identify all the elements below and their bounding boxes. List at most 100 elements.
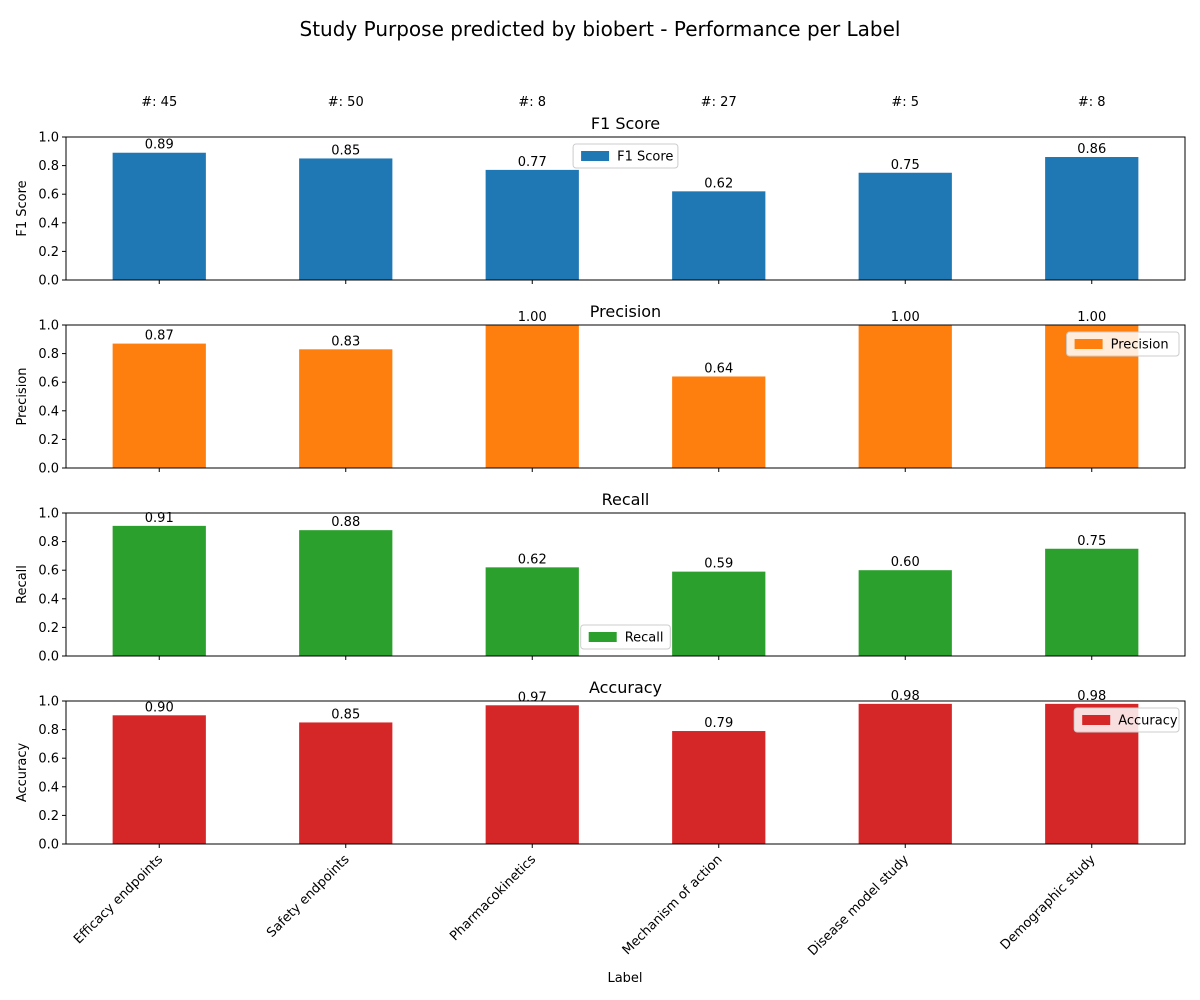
y-axis-title: Accuracy (15, 743, 30, 803)
y-tick-label: 1.0 (38, 695, 59, 710)
bar-value-label: 0.64 (704, 361, 733, 376)
axes-frame (65, 136, 1186, 281)
bar-value-label: 1.00 (891, 310, 920, 325)
panel-title: Accuracy (589, 678, 662, 697)
sample-counts: #: 45 #: 50 #: 8 #: 27 #: 5 #: 8 (141, 95, 1105, 110)
panels: 0.89 0.85 0.77 0.62 0.75 0.86 0.0 0.2 0.4 0.6 0.8 1… (15, 114, 1186, 959)
bar (672, 191, 766, 280)
legend-label: F1 Score (617, 150, 673, 165)
legend-label: Precision (1111, 338, 1169, 353)
x-tick-label: Pharmacokinetics (447, 852, 539, 944)
legend: Recall (580, 624, 671, 650)
y-tick-label: 0.6 (38, 564, 59, 579)
bar (672, 571, 766, 656)
y-tick-label: 0.6 (38, 188, 59, 203)
sample-count-label: #: 50 (328, 95, 364, 110)
legend-box (572, 143, 679, 169)
bar (672, 376, 766, 468)
y-tick-label: 0.4 (38, 592, 59, 607)
y-tick-label: 0.2 (38, 433, 59, 448)
panel-f1-score: 0.89 0.85 0.77 0.62 0.75 0.86 0.0 0.2 0.4 0.6 0.8 1… (15, 114, 1186, 289)
legend-swatch (588, 632, 617, 642)
bar-value-label: 0.79 (704, 716, 733, 731)
bar-value-label: 0.85 (331, 707, 360, 722)
y-tick-label: 0.0 (38, 838, 59, 853)
bar-value-label: 0.90 (145, 700, 174, 715)
legend-label: Recall (625, 631, 664, 646)
bar-value-label: 0.62 (518, 552, 547, 567)
y-tick-label: 0.8 (38, 347, 59, 362)
sample-count-label: #: 45 (141, 95, 177, 110)
y-tick-label: 0.4 (38, 216, 59, 231)
y-tick-label: 1.0 (38, 131, 59, 146)
bar (858, 703, 952, 844)
sample-count-label: #: 5 (891, 95, 919, 110)
bar (485, 705, 579, 844)
y-axis-title: Recall (15, 565, 30, 604)
y-axis-title: F1 Score (15, 180, 30, 236)
x-tick-label: Demographic study (998, 852, 1099, 953)
bar (1045, 157, 1139, 280)
y-tick-label: 0.6 (38, 376, 59, 391)
bar (299, 530, 393, 656)
legend-label: Accuracy (1118, 714, 1178, 729)
y-tick-label: 0.8 (38, 535, 59, 550)
bar-value-label: 0.89 (145, 138, 174, 153)
bar (672, 731, 766, 844)
bar (112, 715, 206, 844)
bar-value-label: 1.00 (1077, 310, 1106, 325)
legend: F1 Score (572, 143, 679, 169)
panel-accuracy: 0.90 0.85 0.97 0.79 0.98 0.98 0.0 0.2 0.4 0.6 0.8 1… (15, 678, 1186, 853)
legend-swatch (581, 151, 610, 161)
legend: Accuracy (1073, 707, 1180, 733)
legend-swatch (1074, 339, 1103, 349)
x-tick-label: Mechanism of action (620, 852, 726, 958)
bar (485, 325, 579, 468)
bar-value-label: 0.85 (331, 143, 360, 158)
bar (299, 158, 393, 280)
bar (112, 343, 206, 468)
bar-value-label: 0.98 (1077, 689, 1106, 704)
y-axis-title: Precision (15, 367, 30, 425)
bar-value-label: 0.77 (518, 155, 547, 170)
x-tick-labels: Efficacy endpoints Safety endpoints Pharma… (71, 852, 1099, 959)
bar (858, 172, 952, 280)
y-tick-label: 0.0 (38, 462, 59, 477)
y-tick-label: 0.2 (38, 621, 59, 636)
bar-value-label: 0.62 (704, 176, 733, 191)
panel-precision: 0.87 0.83 1.00 0.64 1.00 1.00 0.0 0.2 0.4 0.6 0.8 1… (15, 302, 1186, 477)
sample-count-label: #: 8 (1078, 95, 1106, 110)
bar (485, 567, 579, 656)
axes-frame (65, 700, 1186, 845)
legend-swatch (1082, 715, 1111, 725)
bar-value-label: 0.75 (1077, 534, 1106, 549)
bar-value-label: 0.88 (331, 515, 360, 530)
x-axis-title: Label (607, 971, 642, 986)
bar (858, 325, 952, 468)
bar-value-label: 0.83 (331, 334, 360, 349)
y-tick-label: 0.0 (38, 650, 59, 665)
legend-box (580, 624, 671, 650)
y-tick-label: 0.0 (38, 274, 59, 289)
bar-value-label: 0.59 (704, 557, 733, 572)
y-tick-label: 0.2 (38, 245, 59, 260)
x-tick-label: Disease model study (805, 852, 912, 959)
bar (112, 152, 206, 280)
chart-title: Study Purpose predicted by biobert - Per… (300, 17, 901, 41)
bar (112, 525, 206, 656)
y-tick-label: 1.0 (38, 319, 59, 334)
y-tick-label: 0.8 (38, 159, 59, 174)
axes-frame (65, 324, 1186, 469)
bar (299, 349, 393, 468)
panel-title: Precision (590, 302, 661, 321)
bar-value-label: 0.91 (145, 511, 174, 526)
y-tick-label: 0.6 (38, 752, 59, 767)
bar (299, 722, 393, 844)
panel-recall: 0.91 0.88 0.62 0.59 0.60 0.75 0.0 0.2 0.4 0.6 0.8 1… (15, 490, 1186, 665)
panel-title: F1 Score (591, 114, 660, 133)
sample-count-label: #: 8 (518, 95, 546, 110)
legend-box (1066, 331, 1180, 357)
bar (1045, 548, 1139, 656)
bar (485, 169, 579, 280)
bar-value-label: 0.97 (518, 690, 547, 705)
